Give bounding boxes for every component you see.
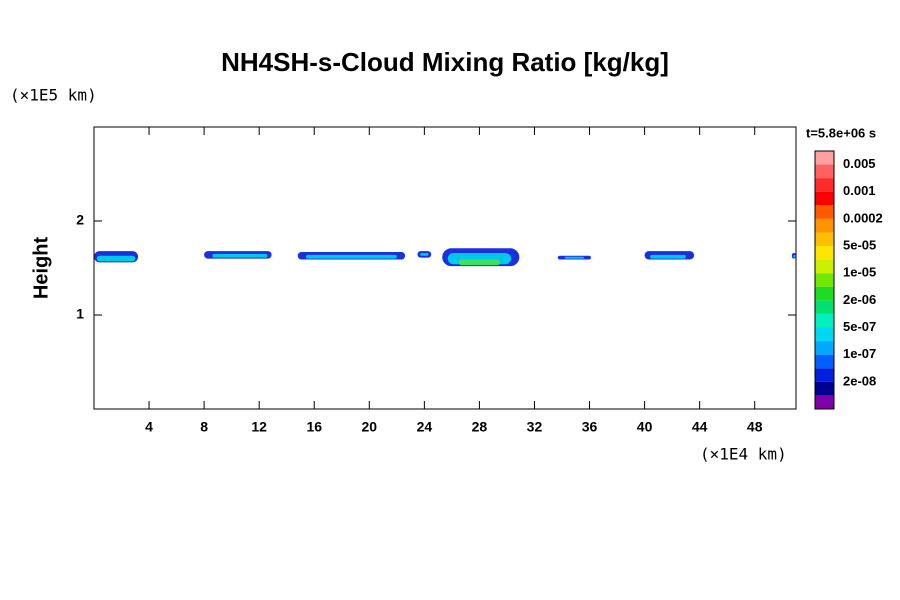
x-tick-label: 8	[200, 419, 208, 435]
cloud-core	[650, 254, 686, 259]
colorbar-swatch	[815, 381, 834, 396]
colorbar-label: 1e-07	[843, 346, 876, 361]
colorbar-swatch	[815, 205, 834, 219]
colorbar-swatch	[815, 232, 834, 247]
colorbar-label: 0.0002	[843, 210, 883, 225]
cloud-core	[96, 255, 136, 262]
colorbar-swatch	[815, 313, 834, 328]
colorbar-swatch	[815, 273, 834, 287]
y-axis-label: Height	[30, 237, 52, 300]
x-tick-label: 20	[362, 419, 378, 435]
colorbar-swatch	[815, 300, 834, 314]
colorbar-swatch	[815, 178, 834, 192]
cloud-core	[305, 254, 397, 259]
colorbar-swatch	[815, 191, 834, 206]
x-tick-label: 28	[472, 419, 488, 435]
colorbar-label: 5e-05	[843, 237, 876, 252]
cloud-core	[420, 252, 429, 256]
x-tick-label: 12	[251, 419, 267, 435]
x-unit: (×1E4 km)	[700, 445, 787, 464]
time-label: t=5.8e+06 s	[806, 125, 876, 140]
colorbar-label: 1e-05	[843, 265, 876, 280]
colorbar-swatch	[815, 395, 834, 409]
colorbar-swatch	[815, 259, 834, 274]
colorbar-label: 0.001	[843, 183, 876, 198]
colorbar-label: 2e-06	[843, 292, 876, 307]
colorbar-swatch	[815, 151, 834, 165]
x-tick-label: 24	[417, 419, 433, 435]
colorbar-swatch	[815, 164, 834, 179]
cloud-peak	[458, 259, 501, 266]
x-tick-label: 32	[527, 419, 543, 435]
plot-frame	[93, 126, 797, 410]
y-tick-label: 1	[76, 306, 84, 322]
colorbar-label: 0.005	[843, 156, 876, 171]
cloud-core	[212, 253, 268, 258]
x-tick-label: 16	[306, 419, 322, 435]
colorbar-swatch	[815, 286, 834, 301]
cloud-core	[793, 254, 796, 258]
x-tick-label: 40	[637, 419, 653, 435]
colorbar-swatch	[815, 354, 834, 369]
colorbar-swatch	[815, 246, 834, 260]
colorbar-swatch	[815, 368, 834, 382]
y-tick-label: 2	[76, 212, 84, 228]
colorbar-frame	[814, 150, 835, 410]
y-unit: (×1E5 km)	[10, 86, 97, 105]
colorbar-label: 5e-07	[843, 319, 876, 334]
colorbar-swatch	[815, 218, 834, 233]
colorbar-swatch	[815, 327, 834, 342]
chart-title: NH4SH-s-Cloud Mixing Ratio [kg/kg]	[221, 47, 669, 77]
cloud-core	[564, 256, 585, 259]
x-tick-label: 4	[145, 419, 153, 435]
colorbar-label: 2e-08	[843, 373, 876, 388]
x-tick-label: 48	[747, 419, 763, 435]
x-tick-label: 36	[582, 419, 598, 435]
colorbar-swatch	[815, 341, 834, 355]
x-tick-label: 44	[692, 419, 708, 435]
